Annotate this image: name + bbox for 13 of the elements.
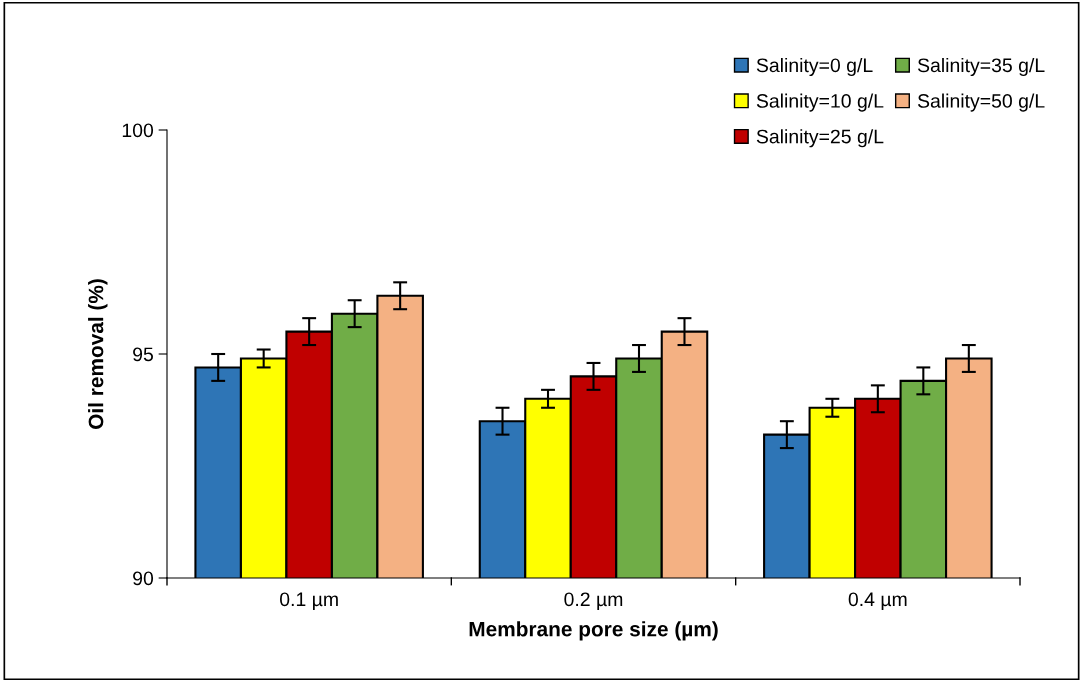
legend-label: Salinity=35 g/L — [917, 57, 1045, 77]
y-tick-label: 90 — [133, 571, 154, 586]
x-axis-title: Membrane pore size (µm) — [469, 621, 718, 641]
legend-label: Salinity=10 g/L — [756, 93, 884, 112]
y-axis-title: Oil removal (%) — [88, 279, 108, 429]
legend-label: Salinity=25 g/L — [756, 129, 884, 148]
y-tick-label: 95 — [133, 347, 153, 362]
x-tick-label: 0.4 µm — [848, 592, 907, 611]
x-tick-label: 0.2 µm — [564, 592, 623, 611]
y-tick-label: 100 — [122, 123, 154, 138]
legend-label: Salinity=0 g/L — [756, 57, 873, 77]
legend-label: Salinity=50 g/L — [917, 93, 1045, 112]
x-tick-label: 0.1 µm — [280, 592, 338, 611]
